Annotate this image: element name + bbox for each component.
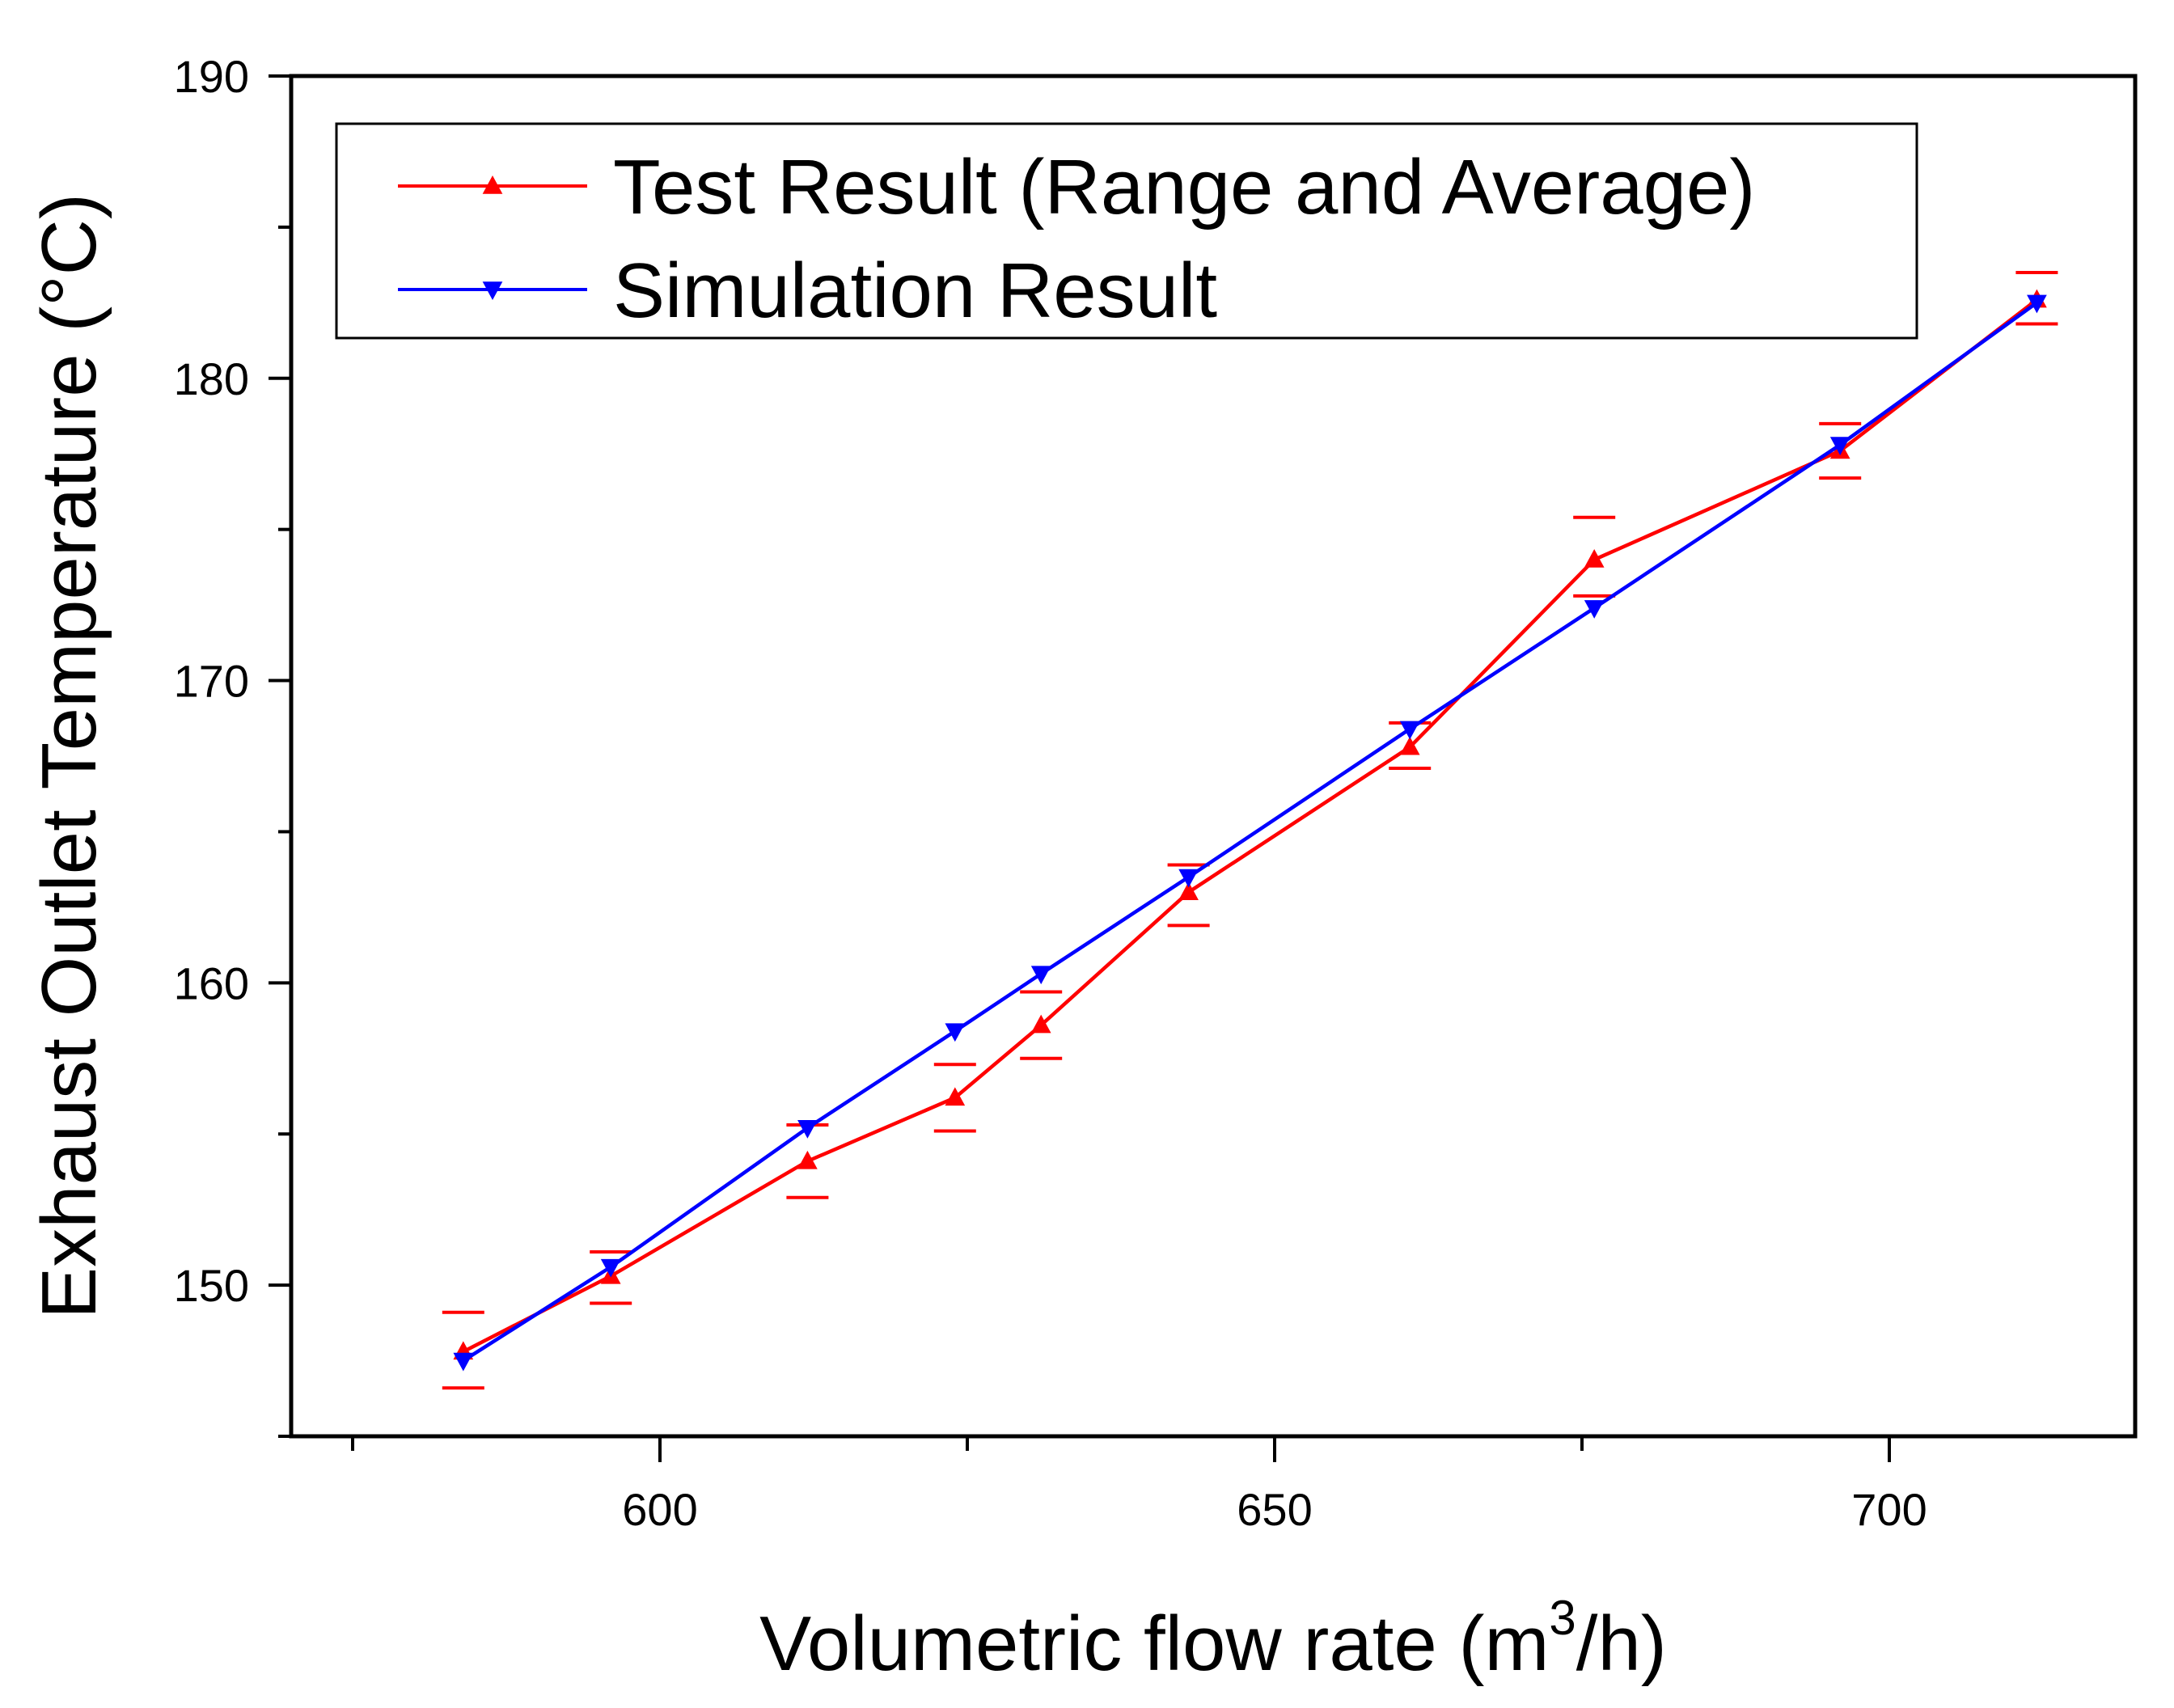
- x-tick-label: 650: [1237, 1484, 1312, 1535]
- legend: Test Result (Range and Average) Simulati…: [335, 122, 1918, 340]
- plot-frame: [289, 74, 2138, 1439]
- series-1: [453, 294, 2047, 1372]
- data-point-marker: [600, 1258, 621, 1278]
- x-axis-title: Volumetric flow rate (m3/h): [759, 1591, 1667, 1687]
- legend-box: [335, 122, 1918, 340]
- x-axis-title-main: Volumetric flow rate (m: [759, 1600, 1549, 1687]
- data-point-marker: [1399, 721, 1420, 740]
- x-axis: 600 650 700: [351, 1436, 1927, 1535]
- data-point-marker: [1584, 549, 1605, 568]
- data-point-marker: [1178, 869, 1199, 888]
- y-tick-label: 160: [174, 958, 249, 1008]
- legend-marker-test: [482, 175, 503, 194]
- y-tick-label: 190: [174, 51, 249, 102]
- legend-label-simulation: Simulation Result: [613, 247, 1217, 334]
- data-point-marker: [1030, 966, 1051, 985]
- y-tick-label: 170: [174, 656, 249, 707]
- legend-marker-simulation: [482, 281, 503, 300]
- data-point-marker: [453, 1352, 474, 1372]
- data-point-marker: [1178, 881, 1199, 900]
- y-axis: 150 160 170 180 190: [174, 51, 291, 1438]
- series-line: [462, 298, 2038, 1354]
- y-tick-label: 180: [174, 353, 249, 404]
- data-point-marker: [797, 1150, 818, 1169]
- data-point-marker: [2027, 294, 2047, 314]
- data-point-marker: [1584, 600, 1605, 619]
- series-layer: [442, 270, 2058, 1390]
- data-point-marker: [1829, 437, 1850, 456]
- y-tick-label: 150: [174, 1260, 249, 1311]
- x-tick-label: 600: [622, 1484, 697, 1535]
- x-axis-title-unit: /h): [1576, 1600, 1667, 1687]
- data-point-marker: [1030, 1014, 1051, 1034]
- data-point-marker: [945, 1087, 966, 1106]
- y-axis-title: Exhaust Outlet Temperature (°C): [26, 193, 112, 1319]
- series-line: [462, 301, 2038, 1363]
- data-point-marker: [945, 1023, 966, 1042]
- x-axis-title-superscript: 3: [1549, 1591, 1576, 1645]
- data-point-marker: [797, 1119, 818, 1139]
- x-tick-label: 700: [1851, 1484, 1927, 1535]
- legend-label-test: Test Result (Range and Average): [613, 144, 1755, 230]
- data-point-marker: [1399, 736, 1420, 755]
